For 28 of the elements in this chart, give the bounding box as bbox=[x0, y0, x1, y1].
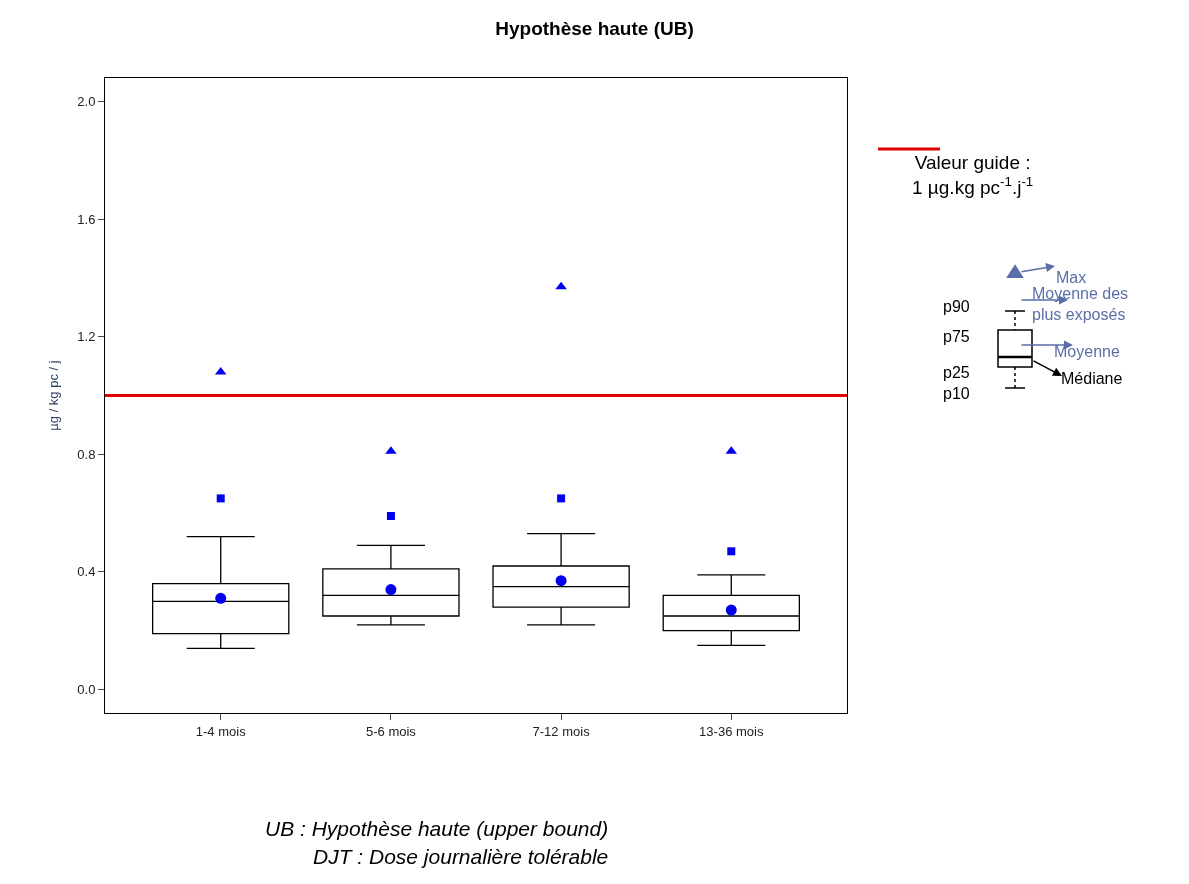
text: UB : Hypothèse haute (upper bound) bbox=[265, 817, 609, 840]
point bbox=[386, 512, 395, 521]
chart-title: Hypothèse haute (UB) bbox=[495, 17, 694, 39]
text: Médiane bbox=[1061, 370, 1123, 387]
x-tick-label: 5-6 mois bbox=[365, 723, 417, 739]
text: Moyenne bbox=[1054, 343, 1120, 360]
text: DJT : Dose journalière tolérable bbox=[313, 845, 609, 868]
x-tick-label: 7-12 mois bbox=[532, 723, 591, 739]
y-tick-label: 1.6 bbox=[77, 211, 96, 227]
point bbox=[727, 547, 736, 556]
x-tick-label: 1-4 mois bbox=[195, 723, 247, 739]
text: Moyenne des plus exposés bbox=[1032, 285, 1129, 323]
y-tick-label: 0.4 bbox=[77, 564, 96, 580]
text: p25 bbox=[943, 364, 970, 381]
y-tick-label: 2.0 bbox=[77, 94, 96, 110]
text: p90 bbox=[943, 298, 970, 315]
y-axis-title: µg / kg pc / j bbox=[46, 360, 62, 431]
text: p75 bbox=[943, 328, 970, 345]
y-tick-label: 0.0 bbox=[77, 682, 96, 698]
point bbox=[557, 494, 566, 503]
x-tick-label: 13-36 mois bbox=[699, 723, 764, 739]
point bbox=[216, 494, 225, 503]
text: Max bbox=[1056, 269, 1087, 286]
y-tick-label: 0.8 bbox=[77, 446, 96, 462]
legend-label: Valeur guide : 1 µg.kg pc$^{-1}$.j$^{-1}$ bbox=[912, 152, 1034, 198]
y-tick-label: 1.2 bbox=[77, 329, 96, 345]
text: p10 bbox=[943, 385, 970, 402]
point bbox=[555, 281, 567, 290]
